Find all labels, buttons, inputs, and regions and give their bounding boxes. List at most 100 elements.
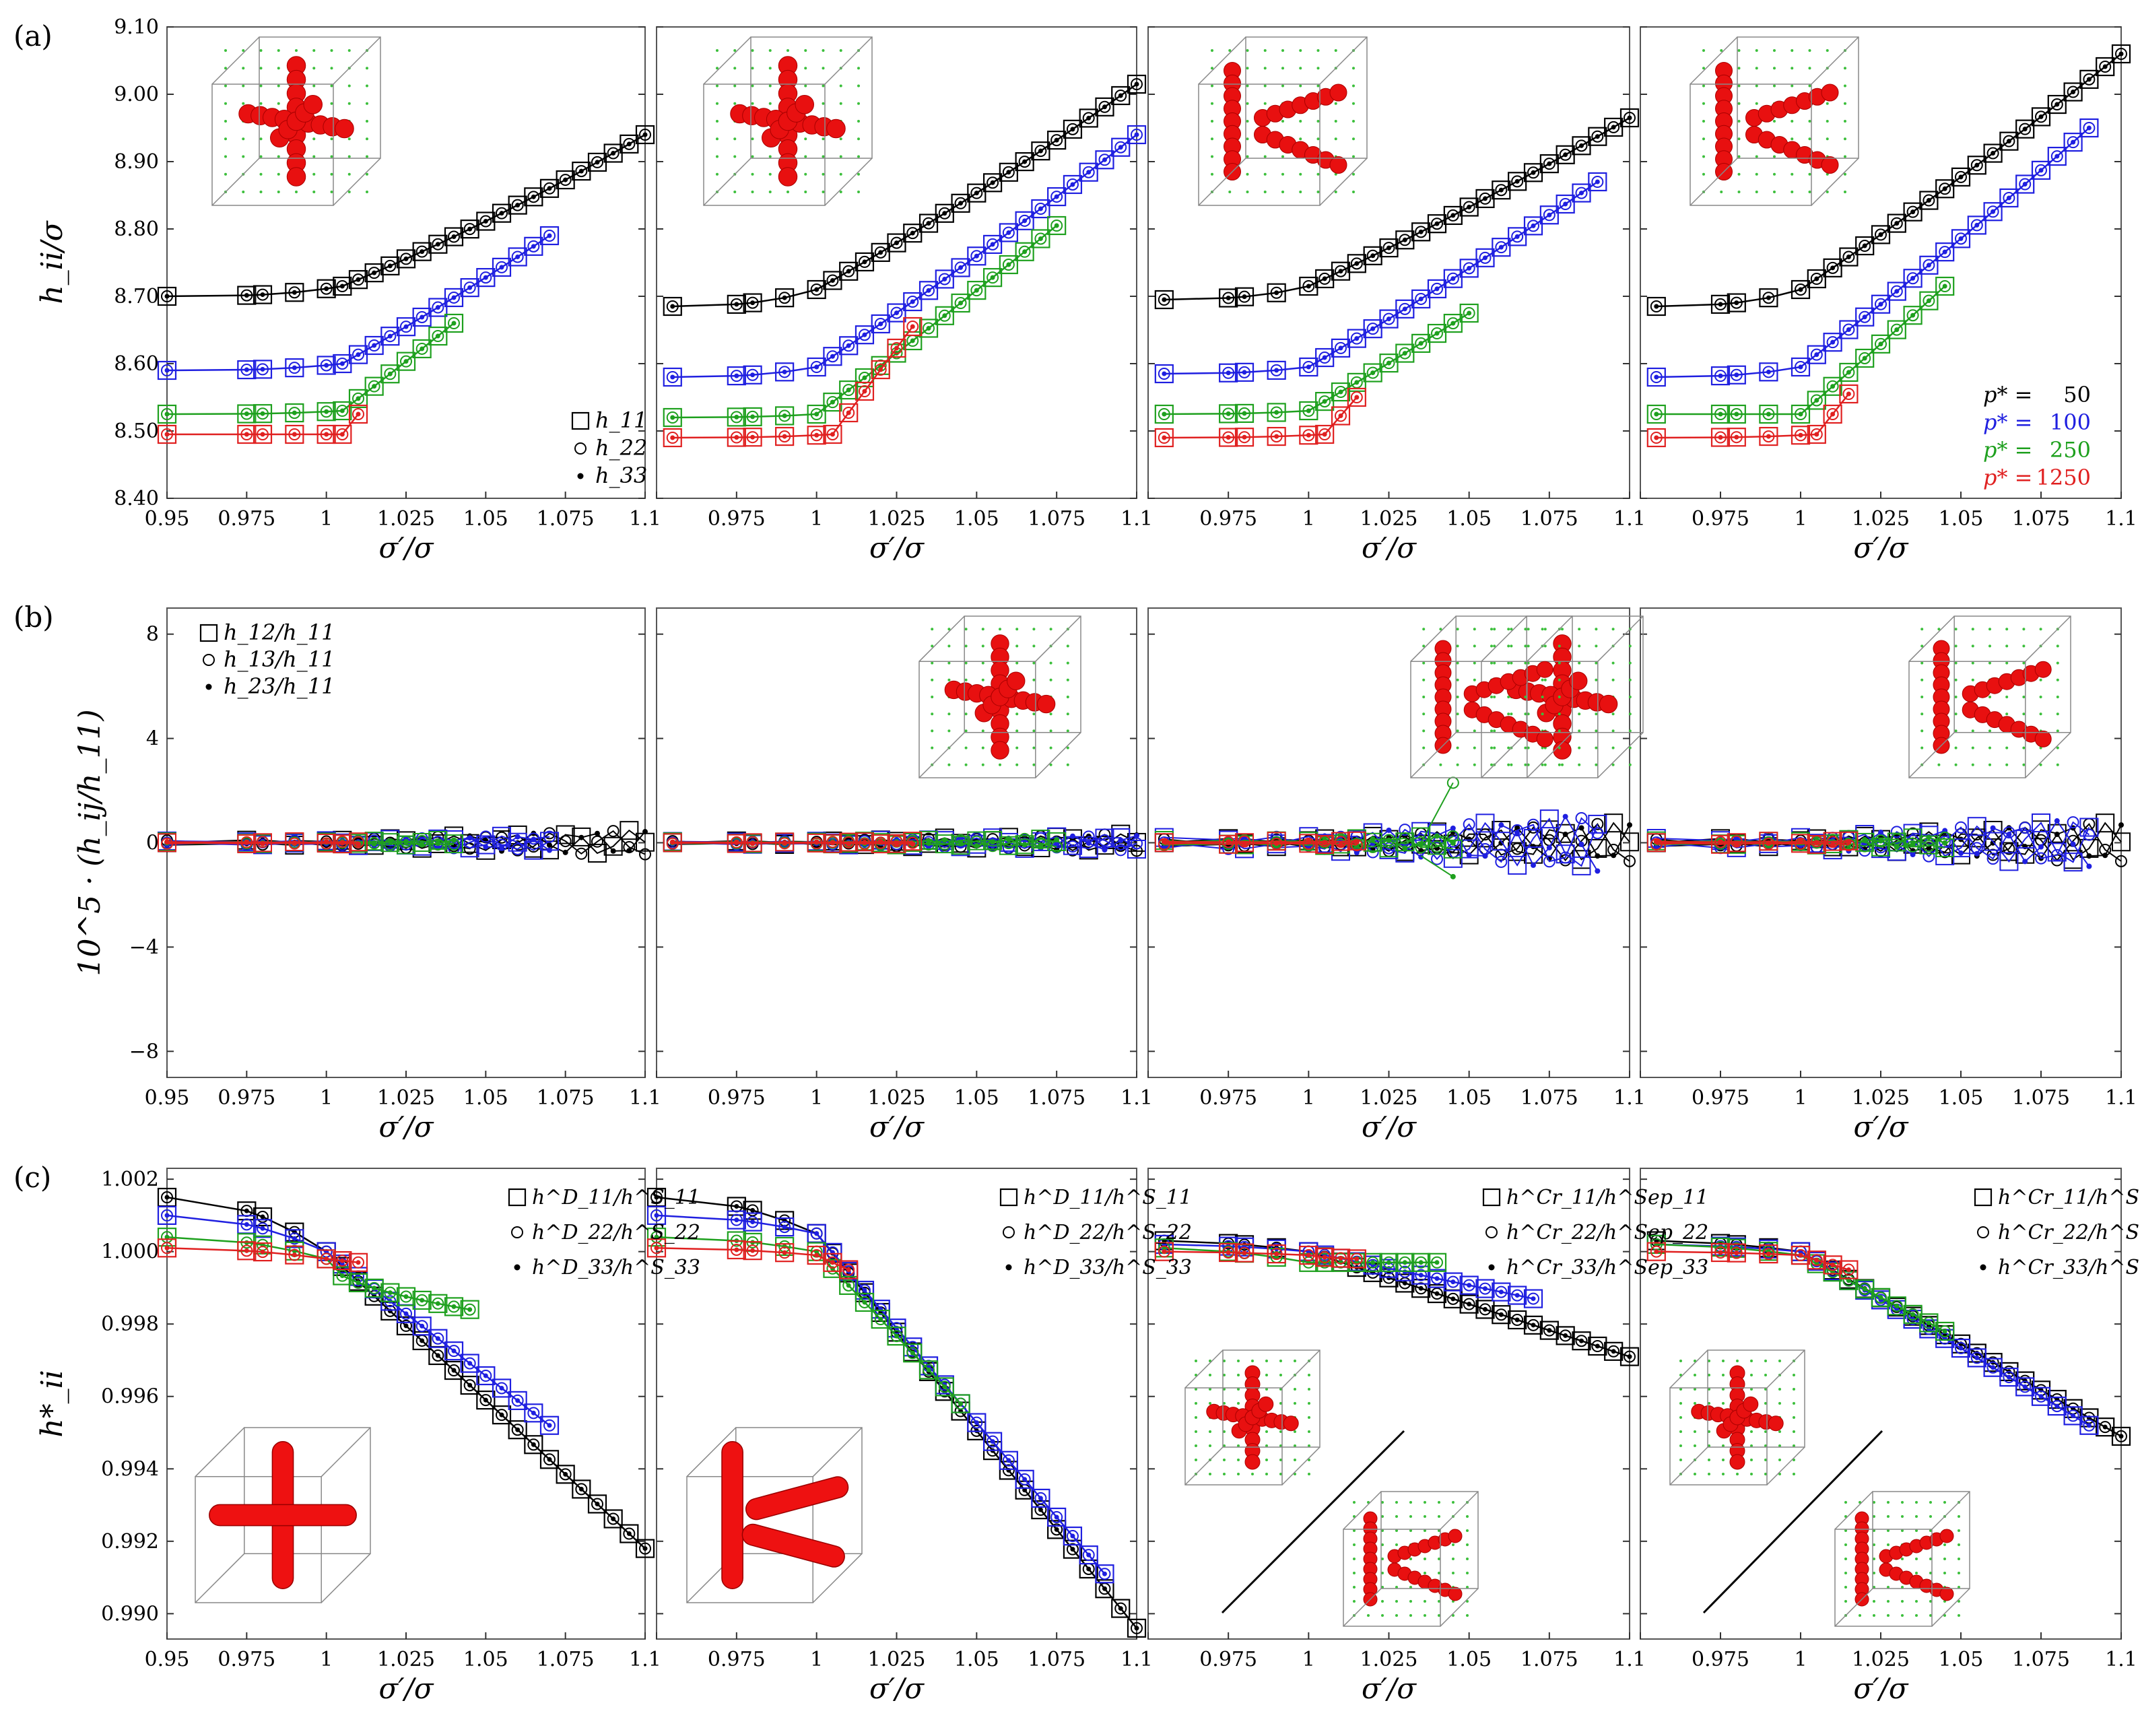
data-point-circle (1559, 1329, 1572, 1342)
lattice-dot (1937, 763, 1941, 766)
data-point-square (2031, 107, 2051, 127)
data-point-square (1315, 1248, 1335, 1267)
lattice-dot (2039, 696, 2042, 698)
data-point-dot (1878, 341, 1883, 347)
lattice-dot (1438, 1529, 1440, 1532)
data-point-dot (861, 840, 867, 846)
y-tick-label: 0.998 (101, 1312, 159, 1336)
series-group (1646, 44, 2131, 316)
lattice-dot (1524, 696, 1527, 698)
lattice-dot (1755, 102, 1758, 105)
data-point-square (1154, 290, 1174, 310)
lattice-dot (839, 137, 842, 141)
data-point-dot (1595, 1343, 1600, 1349)
lattice-dot (1773, 172, 1776, 176)
data-point-square (1347, 329, 1366, 348)
data-point-dot (371, 841, 377, 847)
lattice-dot (1778, 1388, 1781, 1391)
inset-box-edge (1198, 158, 1246, 206)
data-point-dot (1354, 261, 1360, 266)
lattice-dot (1773, 84, 1776, 88)
data-point-dot (894, 1333, 899, 1339)
lattice-dot (1901, 1558, 1904, 1560)
data-point-square (1839, 247, 1859, 267)
data-point-circle (1527, 220, 1539, 232)
data-point-dot (1274, 290, 1279, 296)
data-point-dot (1450, 1296, 1456, 1302)
lattice-dot (716, 84, 718, 88)
data-point-circle (1082, 1549, 1095, 1562)
data-point-circle (1114, 1602, 1127, 1615)
inset-box-edge (333, 36, 381, 85)
inset-box-edge (195, 1553, 245, 1603)
lattice-dot (1791, 84, 1794, 88)
inset-box-edge (1343, 1588, 1382, 1627)
data-point-circle (1730, 368, 1743, 381)
lattice-dot (312, 67, 316, 70)
inset-box-edge (1669, 1446, 1708, 1485)
inset-box-edge (1319, 158, 1368, 206)
data-point-dot (1273, 840, 1279, 846)
lattice-dot (1507, 763, 1510, 766)
data-point-dot (547, 847, 552, 853)
x-tick-label: 1.025 (377, 1086, 435, 1110)
lattice-dot (1409, 1515, 1412, 1518)
data-point-dot (654, 1234, 659, 1240)
data-point-square (1219, 363, 1238, 382)
data-point-dot (1830, 411, 1836, 417)
inset-box-edge (1766, 1446, 1805, 1485)
data-point-circle (666, 371, 679, 383)
red-bead (1939, 1529, 1954, 1543)
data-point-dot (1402, 1260, 1407, 1265)
data-point-circle (257, 363, 269, 376)
data-point-dot (1306, 283, 1311, 289)
data-point-square (1347, 831, 1366, 850)
data-point-circle (336, 428, 349, 440)
data-point-square (444, 1341, 464, 1361)
data-point-square (1759, 404, 1778, 424)
data-point-dot (1718, 373, 1723, 378)
lattice-dot (1595, 628, 1598, 631)
data-point-dot (387, 371, 393, 376)
lattice-dot (981, 628, 984, 631)
data-point-square (2031, 160, 2051, 180)
data-point-dot (1006, 230, 1011, 235)
data-point-circle (496, 207, 508, 220)
data-point-dot (1134, 132, 1139, 137)
data-point-square (1234, 1243, 1255, 1263)
lattice-dot (1755, 49, 1758, 52)
lattice-dot (330, 67, 333, 70)
x-tick-label: 0.975 (1199, 1086, 1257, 1110)
x-tick-label: 1.1 (1121, 1648, 1153, 1671)
lattice-dot (1755, 155, 1758, 158)
data-point-dot (990, 275, 995, 280)
data-point-circle (1922, 840, 1935, 853)
lattice-dot (259, 102, 263, 105)
lattice-dot (1032, 678, 1036, 681)
data-point-dot (244, 367, 249, 372)
data-point-circle (1826, 408, 1839, 420)
data-point-circle (1795, 1249, 1807, 1262)
lattice-dot (1708, 1459, 1710, 1461)
data-point-circle (463, 223, 476, 236)
data-point-circle (336, 405, 349, 417)
lattice-dot (347, 172, 351, 176)
lattice-dot (1773, 155, 1776, 158)
lattice-dot (2022, 746, 2026, 749)
data-point-square (743, 1241, 762, 1261)
lattice-dot (2005, 696, 2009, 698)
lattice-dot (2056, 763, 2059, 766)
data-point-square (1710, 404, 1731, 424)
panel-frame (1147, 26, 1630, 499)
data-point-circle (1890, 217, 1903, 230)
red-bead (778, 167, 798, 187)
lattice-dot (1844, 67, 1846, 70)
data-point-dot (830, 354, 835, 359)
data-point-square (1823, 404, 1842, 424)
data-point-square (603, 836, 623, 856)
series-group (1154, 387, 1366, 448)
data-point-square (1079, 839, 1098, 859)
data-point-dot (1563, 201, 1568, 207)
data-point-dot (339, 432, 345, 437)
data-point-circle (257, 1246, 269, 1259)
